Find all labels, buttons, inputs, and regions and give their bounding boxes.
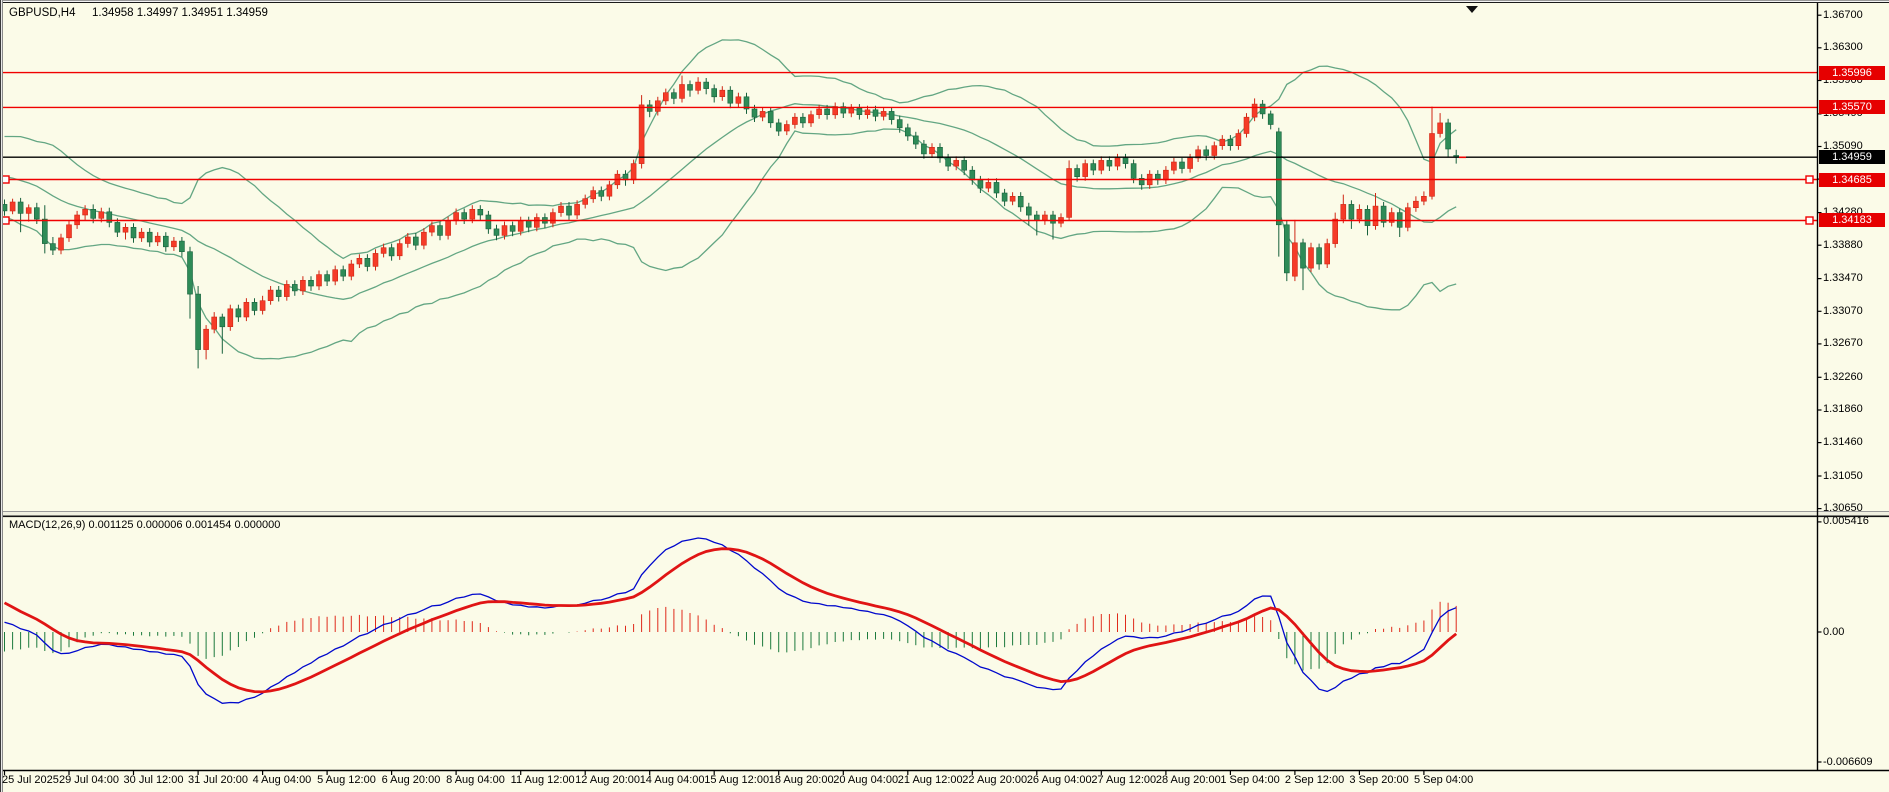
price-tick-label: 1.31050 bbox=[1823, 469, 1863, 482]
price-tick-label: 1.30650 bbox=[1823, 502, 1863, 515]
panel-separator[interactable] bbox=[0, 511, 1889, 518]
price-tick-label: 1.32670 bbox=[1823, 337, 1863, 350]
time-tick-label: 5 Sep 04:00 bbox=[1413, 774, 1474, 786]
current-price-tag: 1.34959 bbox=[1819, 150, 1885, 165]
price-tick-label: 1.32260 bbox=[1823, 370, 1863, 383]
hline-price-tag: 1.35570 bbox=[1819, 100, 1885, 115]
time-tick-label: 18 Aug 20:00 bbox=[768, 774, 834, 786]
time-tick-label: 29 Jul 04:00 bbox=[59, 774, 119, 786]
time-tick-label: 1 Sep 04:00 bbox=[1220, 774, 1280, 786]
macd-histogram[interactable] bbox=[4, 601, 1457, 671]
time-tick-label: 5 Aug 12:00 bbox=[317, 774, 376, 786]
macd-indicator-label: MACD(12,26,9) 0.001125 0.000006 0.001454… bbox=[9, 519, 281, 531]
time-tick-label: 12 Aug 20:00 bbox=[575, 774, 641, 786]
time-tick-label: 25 Jul 2025 bbox=[2, 774, 59, 786]
hline-price-tag: 1.34685 bbox=[1819, 172, 1885, 187]
line-handle-right bbox=[1805, 175, 1814, 184]
line-handle-left bbox=[1, 175, 10, 184]
hline-price-tag: 1.34183 bbox=[1819, 213, 1885, 228]
price-tick-label: 1.35090 bbox=[1823, 140, 1863, 153]
price-tick-label: 1.31860 bbox=[1823, 403, 1863, 416]
price-tick-label: 1.33470 bbox=[1823, 272, 1863, 285]
line-handle-right bbox=[1805, 216, 1814, 225]
line-handle-left bbox=[1, 216, 10, 225]
time-tick-label: 3 Sep 20:00 bbox=[1349, 774, 1409, 786]
price-tick-label: 1.31460 bbox=[1823, 436, 1863, 449]
bollinger-middle-line bbox=[4, 103, 1457, 300]
macd-lines bbox=[3, 537, 1458, 704]
chart-shift-triangle[interactable] bbox=[1466, 6, 1478, 13]
macd-signal-line[interactable] bbox=[3, 547, 1458, 694]
time-tick-label: 21 Aug 12:00 bbox=[897, 774, 963, 786]
price-tick-label: 1.36300 bbox=[1823, 41, 1863, 54]
time-tick-label: 30 Jul 12:00 bbox=[123, 774, 184, 786]
time-tick-label: 27 Aug 12:00 bbox=[1091, 774, 1157, 786]
bollinger-lower-line bbox=[4, 128, 1457, 360]
current-bar-marker bbox=[1459, 156, 1466, 159]
time-tick-label: 20 Aug 04:00 bbox=[833, 774, 899, 786]
time-tick-label: 2 Sep 12:00 bbox=[1284, 774, 1345, 786]
price-tick-label: 1.36700 bbox=[1823, 8, 1863, 21]
macd-tick-label: -0.006609 bbox=[1823, 755, 1873, 768]
macd-tick-label: 0.00 bbox=[1823, 625, 1845, 638]
time-tick-label: 26 Aug 04:00 bbox=[1026, 774, 1092, 786]
time-tick-label: 14 Aug 04:00 bbox=[639, 774, 705, 786]
time-tick-label: 15 Aug 12:00 bbox=[704, 774, 770, 786]
price-tick-label: 1.33880 bbox=[1823, 238, 1863, 251]
time-tick-label: 22 Aug 20:00 bbox=[962, 774, 1028, 786]
time-tick-label: 11 Aug 12:00 bbox=[510, 774, 575, 786]
time-tick-label: 28 Aug 20:00 bbox=[1155, 774, 1221, 786]
time-tick-label: 31 Jul 20:00 bbox=[188, 774, 248, 786]
candles-layer[interactable] bbox=[1, 75, 1459, 369]
chart-title-symbol: GBPUSD,H4 bbox=[9, 7, 76, 19]
price-tick-label: 1.33070 bbox=[1823, 304, 1863, 317]
hline-price-tag: 1.35996 bbox=[1819, 65, 1885, 80]
time-tick-label: 6 Aug 20:00 bbox=[381, 774, 441, 786]
horizontal-line-1.34685[interactable] bbox=[1, 175, 1818, 184]
macd-tick-label: 0.005416 bbox=[1823, 515, 1869, 528]
time-tick-label: 8 Aug 04:00 bbox=[446, 774, 505, 786]
chart-title-quotes: 1.34958 1.34997 1.34951 1.34959 bbox=[92, 7, 268, 19]
window-top-bevel bbox=[0, 0, 1889, 3]
horizontal-line-1.34183[interactable] bbox=[1, 216, 1818, 225]
time-tick-label: 4 Aug 04:00 bbox=[252, 774, 312, 786]
window-left-bevel bbox=[0, 0, 3, 792]
